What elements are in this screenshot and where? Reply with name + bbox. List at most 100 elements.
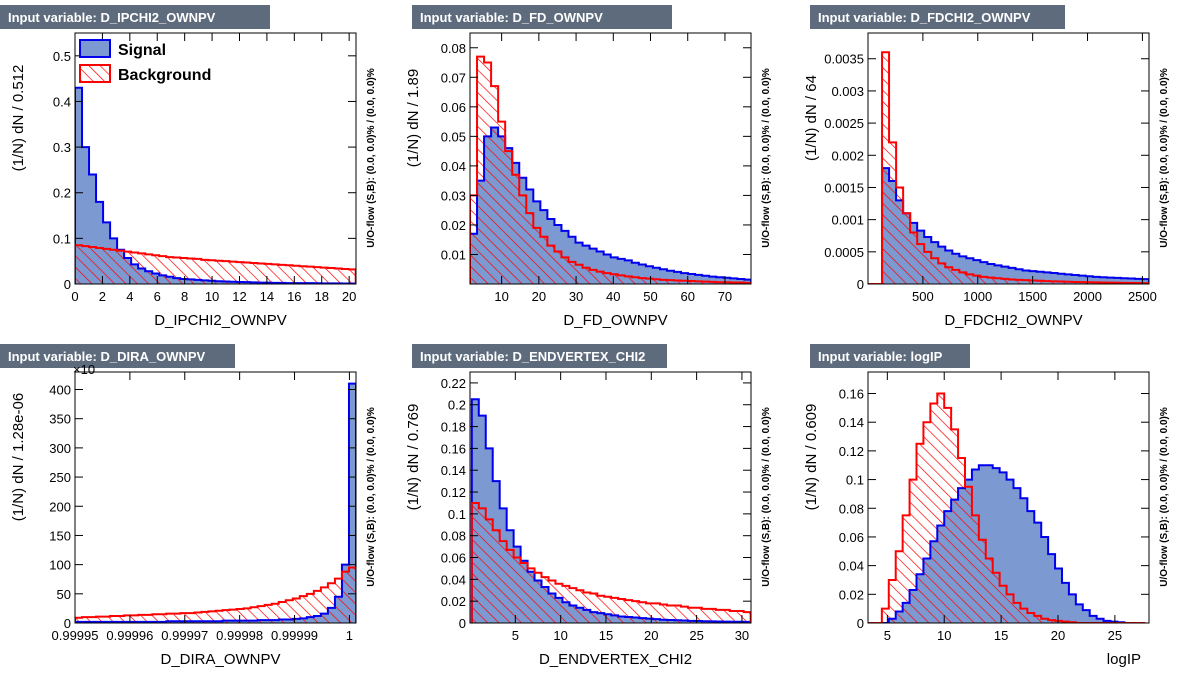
y-axis-multiplier: ×10: [73, 362, 95, 377]
x-tick-label: 10: [553, 628, 567, 643]
x-tick-label: 2000: [1073, 289, 1102, 304]
y-tick-label: 0.02: [441, 594, 466, 609]
chart-title: Input variable: D_ENDVERTEX_CHI2: [420, 349, 645, 364]
x-tick-label: 25: [1108, 628, 1122, 643]
legend-signal-swatch: [80, 40, 110, 57]
x-tick-label: 16: [287, 289, 301, 304]
x-tick-label: 5: [884, 628, 891, 643]
y-tick-label: 350: [49, 412, 71, 427]
y-tick-label: 0.12: [839, 444, 864, 459]
y-tick-label: 0.001: [831, 213, 864, 228]
x-tick-label: 8: [181, 289, 188, 304]
y-tick-label: 0.16: [839, 387, 864, 402]
chart-title: Input variable: D_FD_OWNPV: [420, 10, 603, 25]
y-tick-label: 0.06: [441, 100, 466, 115]
y-tick-label: 0.0015: [824, 180, 864, 195]
x-tick-label: 25: [689, 628, 703, 643]
y-tick-label: 0.4: [53, 94, 71, 109]
signal-line: [75, 384, 356, 623]
y-tick-label: 0.04: [839, 559, 864, 574]
y-tick-label: 0.1: [448, 507, 466, 522]
y-tick-label: 0.05: [441, 129, 466, 144]
y-tick-label: 0.12: [441, 485, 466, 500]
x-tick-label: 12: [232, 289, 246, 304]
y-tick-label: 200: [49, 499, 71, 514]
y-tick-label: 0: [857, 277, 864, 292]
y-tick-label: 0.22: [441, 376, 466, 391]
y-tick-label: 0.2: [53, 186, 71, 201]
x-tick-label: 10: [205, 289, 219, 304]
y-tick-label: 0: [64, 277, 71, 292]
y-tick-label: 0.06: [441, 551, 466, 566]
y-tick-label: 400: [49, 383, 71, 398]
background-hatch: [472, 503, 751, 623]
legend-background-label: Background: [118, 67, 211, 84]
chart-panel-4: Input variable: D_DIRA_OWNPV 0.99995 0.999…: [0, 344, 377, 668]
x-tick-label: 2500: [1128, 289, 1157, 304]
y-tick-label: 0.18: [441, 420, 466, 435]
chart-title: Input variable: D_IPCHI2_OWNPV: [8, 10, 216, 25]
y-tick-label: 0.08: [441, 41, 466, 56]
y-tick-label: 0: [64, 616, 71, 631]
y-tick-label: 0.07: [441, 70, 466, 85]
y-axis-label: (1/N) dN / 1.28e-06: [10, 393, 27, 521]
y-tick-label: 0.1: [846, 473, 864, 488]
chart-title: Input variable: D_FDCHI2_OWNPV: [818, 10, 1031, 25]
y-tick-label: 50: [57, 587, 71, 602]
background-hatch: [75, 568, 356, 623]
x-tick-label: 15: [599, 628, 613, 643]
x-tick-label: 20: [532, 289, 546, 304]
plot-area: [470, 57, 751, 284]
y-tick-label: 0.16: [441, 441, 466, 456]
chart-title: Input variable: D_DIRA_OWNPV: [8, 349, 206, 364]
y-tick-label: 250: [49, 470, 71, 485]
y-tick-label: 300: [49, 441, 71, 456]
plot-area: [75, 384, 356, 623]
x-tick-label: 0.99996: [106, 628, 153, 643]
x-tick-label: 0.99999: [271, 628, 318, 643]
y-tick-label: 100: [49, 558, 71, 573]
y-tick-label: 0.3: [53, 140, 71, 155]
x-tick-label: 40: [606, 289, 620, 304]
x-tick-label: 500: [912, 289, 934, 304]
y-axis-label: (1/N) dN / 1.89: [405, 69, 422, 167]
x-axis-label: D_DIRA_OWNPV: [160, 651, 280, 668]
y-axis-label: (1/N) dN / 0.769: [405, 404, 422, 511]
y-tick-label: 0.002: [831, 148, 864, 163]
y-tick-label: 0.1: [53, 231, 71, 246]
chart-panel-5: Input variable: D_ENDVERTEX_CHI2 5 10 15 20 2…: [405, 344, 772, 668]
chart-panel-6: Input variable: logIP 5 10 15 20 25 0 0.02 0.04 0…: [803, 344, 1170, 668]
x-tick-label: 20: [1051, 628, 1065, 643]
y-tick-label: 0.03: [441, 188, 466, 203]
x-tick-label: 14: [260, 289, 274, 304]
x-tick-label: 5: [512, 628, 519, 643]
y-tick-label: 0: [459, 616, 466, 631]
x-tick-label: 30: [735, 628, 749, 643]
y-tick-label: 0.14: [441, 463, 466, 478]
overflow-label: U/O-flow (S,B): (0.0, 0.0)% / (0.0, 0.0)…: [761, 68, 772, 248]
y-tick-label: 0.02: [441, 218, 466, 233]
x-tick-label: 0.99997: [161, 628, 208, 643]
y-tick-label: 0.0005: [824, 245, 864, 260]
x-axis-label: D_ENDVERTEX_CHI2: [539, 651, 692, 668]
x-tick-label: 4: [126, 289, 133, 304]
x-tick-label: 50: [643, 289, 657, 304]
y-tick-label: 0.0025: [824, 116, 864, 131]
y-tick-label: 0.2: [448, 398, 466, 413]
y-tick-label: 0.08: [839, 501, 864, 516]
x-tick-label: 70: [718, 289, 732, 304]
y-tick-label: 0.003: [831, 84, 864, 99]
chart-panel-1: Input variable: D_IPCHI2_OWNPV0 2 4 6 8 10 12 1…: [0, 5, 377, 329]
chart-panel-3: Input variable: D_FDCHI2_OWNPV500 1000 150…: [803, 5, 1170, 329]
x-tick-label: 2: [99, 289, 106, 304]
y-tick-label: 0.14: [839, 415, 864, 430]
y-tick-label: 0.04: [441, 159, 466, 174]
x-tick-label: 10: [494, 289, 508, 304]
overflow-label: U/O-flow (S,B): (0.0, 0.0)% / (0.0, 0.0)…: [366, 407, 377, 587]
x-tick-label: 0.99995: [52, 628, 99, 643]
x-axis-label: D_IPCHI2_OWNPV: [154, 312, 287, 329]
overflow-label: U/O-flow (S,B): (0.0, 0.0)% / (0.0, 0.0)…: [366, 68, 377, 248]
y-tick-label: 0.01: [441, 247, 466, 262]
y-axis-label: (1/N) dN / 0.609: [803, 404, 820, 511]
y-tick-label: 0.5: [53, 49, 71, 64]
